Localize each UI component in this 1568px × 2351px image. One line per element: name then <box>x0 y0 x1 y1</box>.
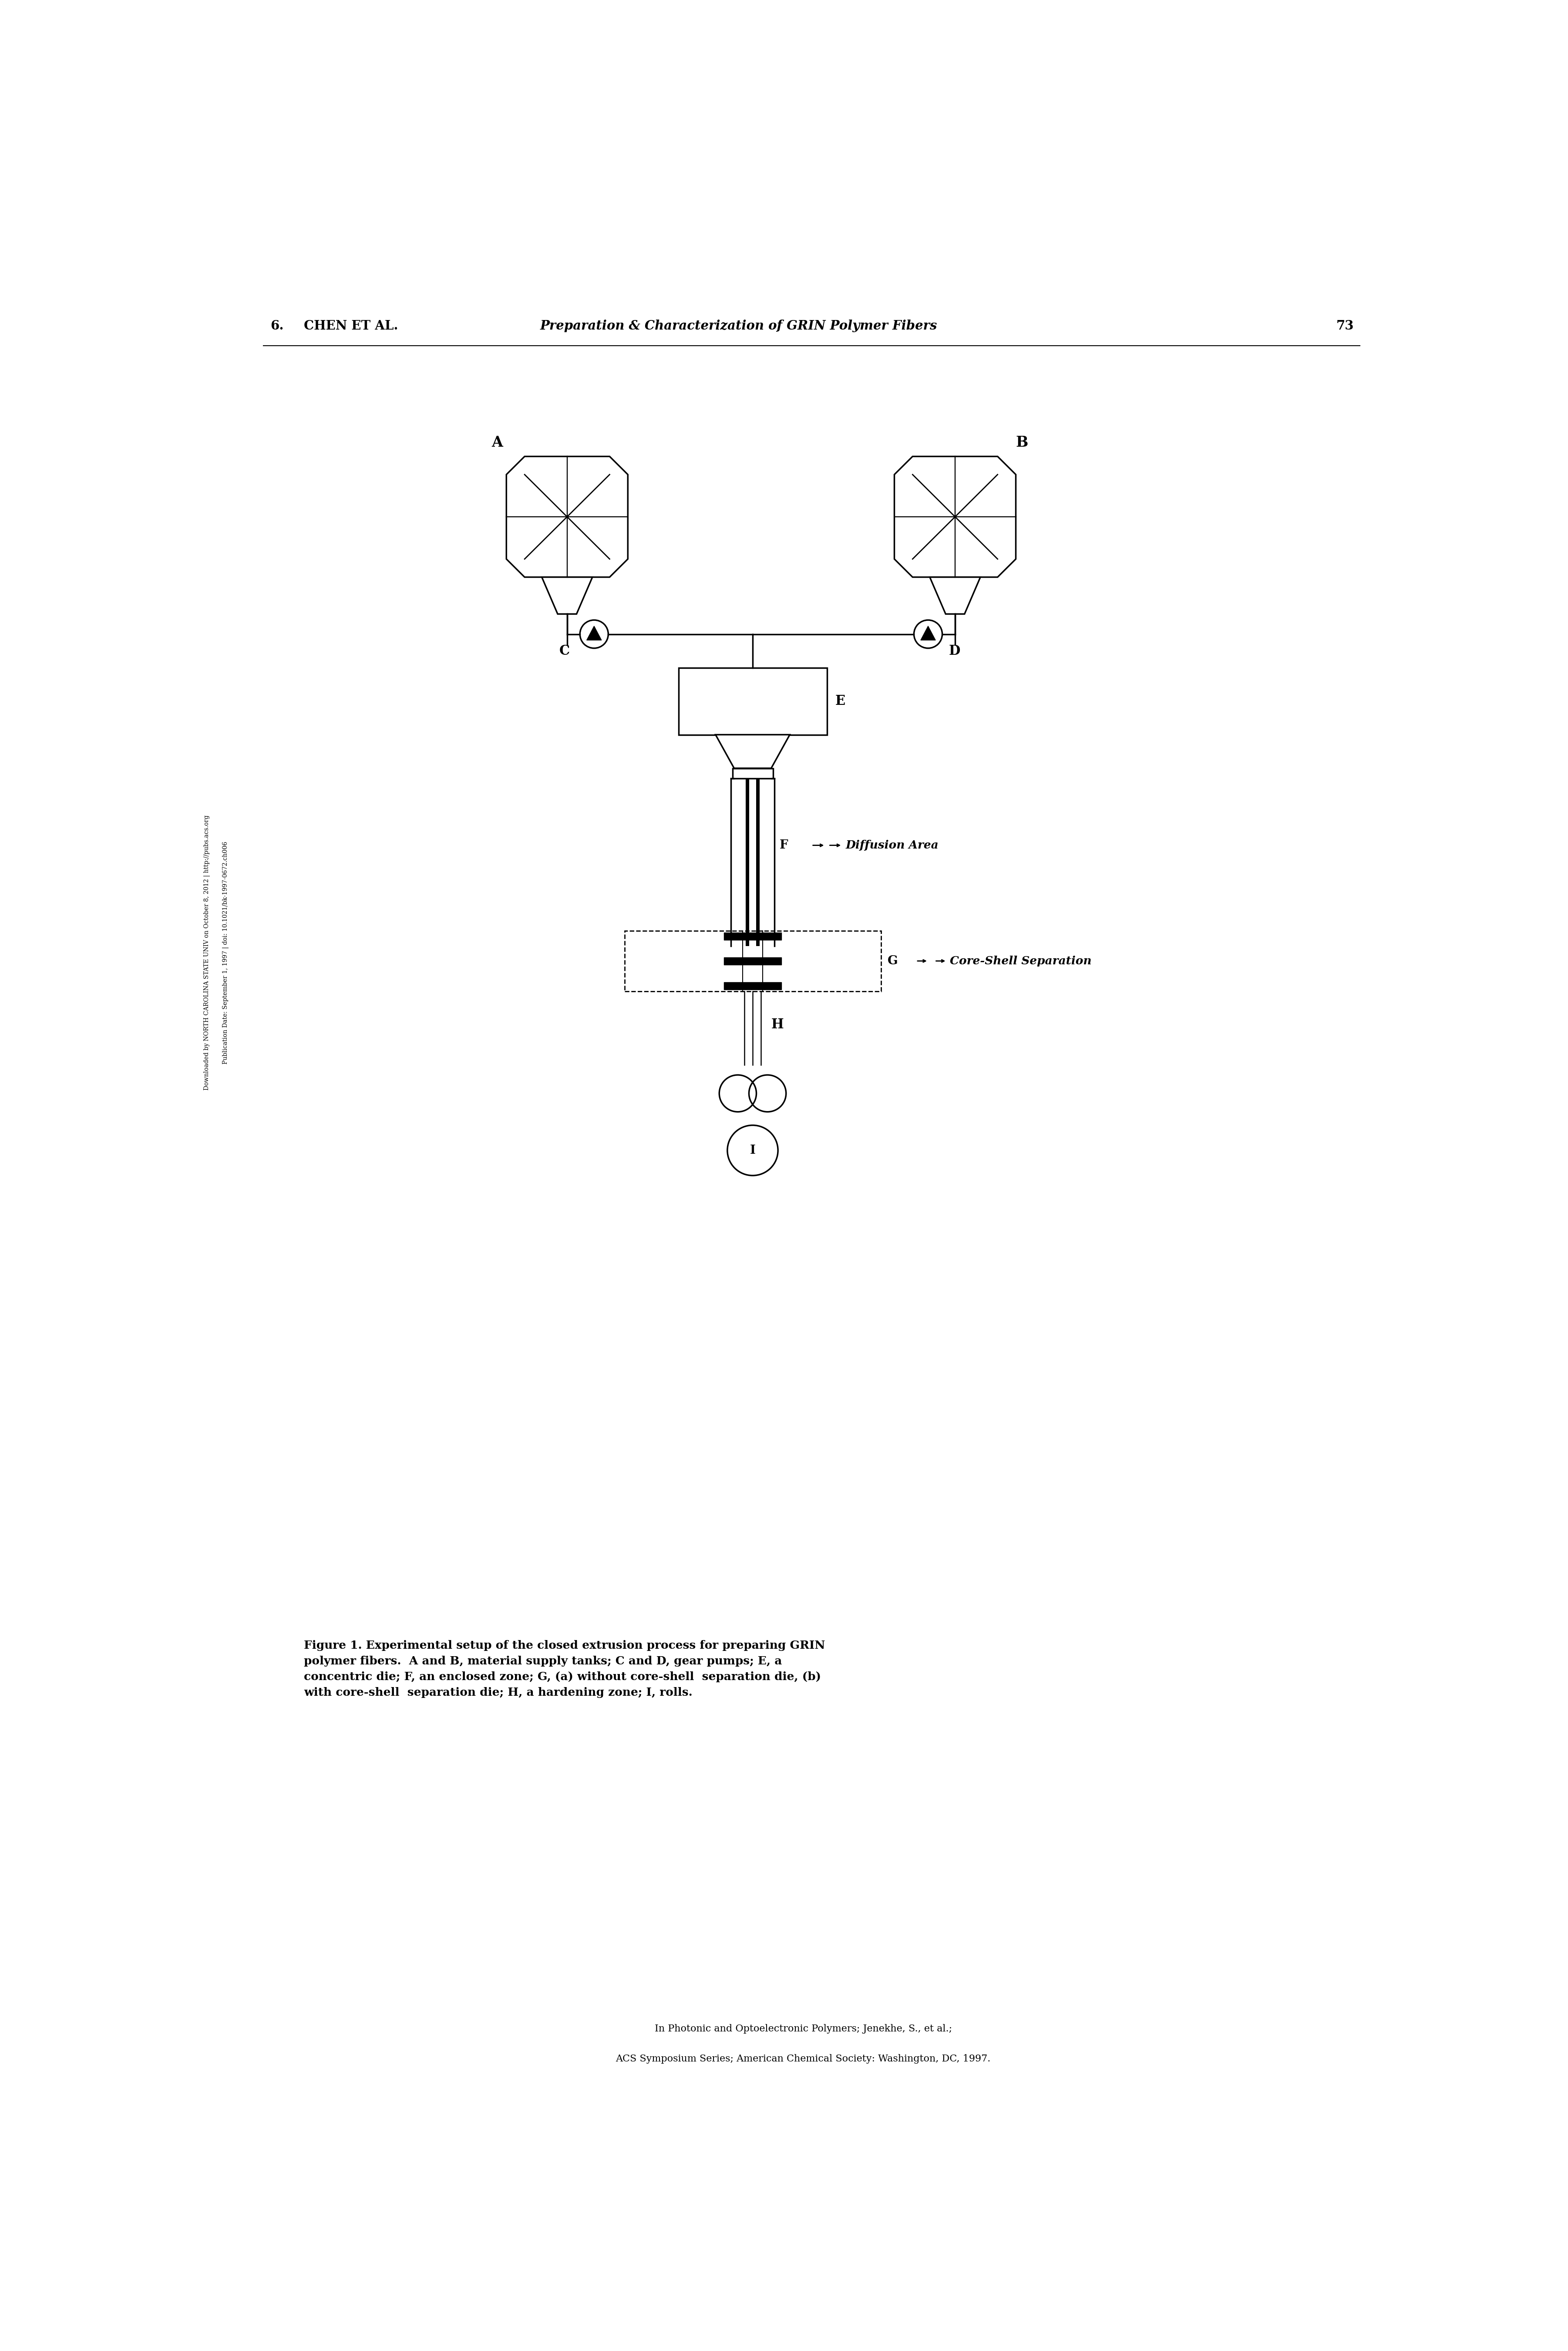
Text: ACS Symposium Series; American Chemical Society: Washington, DC, 1997.: ACS Symposium Series; American Chemical … <box>616 2055 991 2064</box>
Text: Downloaded by NORTH CAROLINA STATE UNIV on October 8, 2012 | http://pubs.acs.org: Downloaded by NORTH CAROLINA STATE UNIV … <box>204 816 210 1091</box>
Bar <box>724 957 781 964</box>
Text: F: F <box>779 839 789 851</box>
Polygon shape <box>930 576 980 614</box>
Polygon shape <box>586 625 602 639</box>
Text: Publication Date: September 1, 1997 | doi: 10.1021/bk-1997-0672.ch006: Publication Date: September 1, 1997 | do… <box>223 842 229 1065</box>
Text: E: E <box>836 694 845 708</box>
Text: In Photonic and Optoelectronic Polymers; Jenekhe, S., et al.;: In Photonic and Optoelectronic Polymers;… <box>654 2024 952 2034</box>
Bar <box>756 778 759 945</box>
Circle shape <box>728 1126 778 1176</box>
Text: A: A <box>492 435 503 449</box>
Text: Diffusion Area: Diffusion Area <box>845 839 939 851</box>
Polygon shape <box>543 576 593 614</box>
Text: CHEN ET AL.: CHEN ET AL. <box>304 320 398 331</box>
Polygon shape <box>506 456 627 576</box>
Text: I: I <box>750 1145 756 1157</box>
Text: Core-Shell Separation: Core-Shell Separation <box>950 955 1091 966</box>
Circle shape <box>914 621 942 649</box>
Text: 73: 73 <box>1336 320 1353 331</box>
Polygon shape <box>920 625 936 639</box>
Text: D: D <box>949 644 961 658</box>
Bar <box>746 778 750 945</box>
Text: H: H <box>771 1018 784 1032</box>
Text: G: G <box>887 955 898 966</box>
Bar <box>679 668 826 734</box>
Text: Preparation & Characterization of GRIN Polymer Fibers: Preparation & Characterization of GRIN P… <box>539 320 938 331</box>
Text: B: B <box>1016 435 1029 449</box>
Bar <box>732 769 773 778</box>
Polygon shape <box>894 456 1016 576</box>
Bar <box>724 983 781 990</box>
Text: C: C <box>560 644 569 658</box>
Text: Figure 1. Experimental setup of the closed extrusion process for preparing GRIN
: Figure 1. Experimental setup of the clos… <box>304 1641 825 1697</box>
Bar <box>724 933 781 940</box>
Text: 6.: 6. <box>270 320 284 331</box>
Polygon shape <box>715 734 790 769</box>
Bar <box>624 931 881 992</box>
Circle shape <box>580 621 608 649</box>
